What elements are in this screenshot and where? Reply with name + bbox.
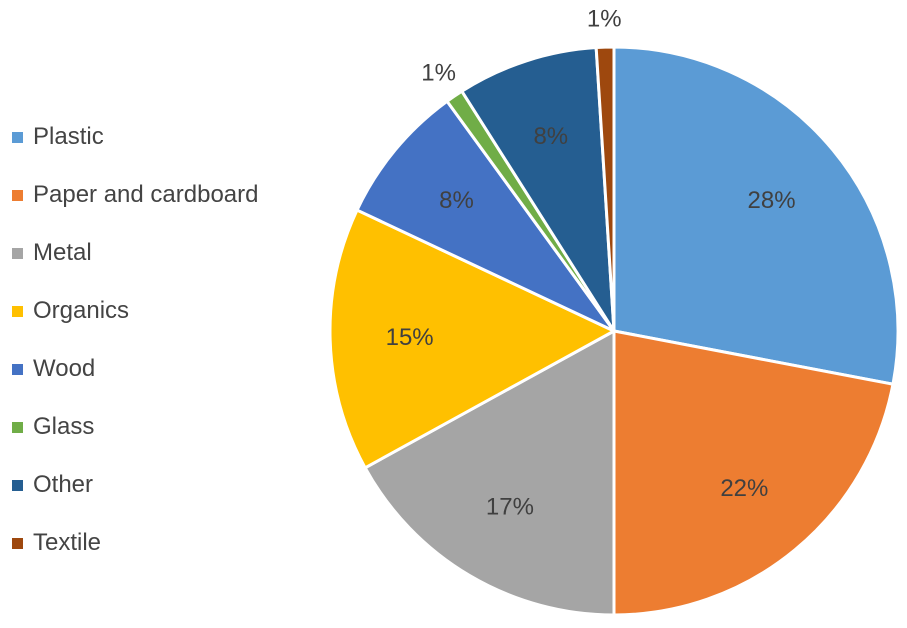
legend-item-textile: Textile <box>12 514 312 572</box>
pie-slice-other <box>459 45 616 332</box>
data-label-organics: 15% <box>386 324 434 351</box>
legend-item-wood: Wood <box>12 340 312 398</box>
pie-slice-wood <box>355 99 616 333</box>
chart-legend: Plastic Paper and cardboard Metal Organics W… <box>12 108 312 572</box>
legend-item-organics: Organics <box>12 282 312 340</box>
legend-label: Organics <box>33 297 130 324</box>
legend-item-metal: Metal <box>12 224 312 282</box>
legend-label: Metal <box>33 239 92 266</box>
legend-swatch <box>12 479 23 491</box>
data-label-wood: 8% <box>439 187 474 214</box>
legend-item-glass: Glass <box>12 398 312 456</box>
legend-swatch <box>12 305 23 317</box>
data-label-paper-and-cardboard: 22% <box>720 475 768 502</box>
legend-label: Paper and cardboard <box>33 181 259 208</box>
legend-item-plastic: Plastic <box>12 108 312 166</box>
legend-swatch <box>12 247 23 259</box>
legend-label: Plastic <box>33 123 104 150</box>
data-label-other: 8% <box>533 123 568 150</box>
pie-slice-metal <box>363 328 616 617</box>
legend-label: Other <box>33 471 94 498</box>
data-label-metal: 17% <box>486 494 534 521</box>
pie-slice-organics <box>328 208 618 470</box>
legend-swatch <box>12 131 23 143</box>
legend-label: Glass <box>33 413 95 440</box>
legend-label: Wood <box>33 355 96 382</box>
data-label-textile: 1% <box>587 6 622 33</box>
data-label-plastic: 28% <box>748 187 796 214</box>
legend-label: Textile <box>33 529 102 556</box>
pie-slice-textile <box>594 45 616 332</box>
pie-slice-paper-and-cardboard <box>612 329 895 617</box>
legend-item-paper-and-cardboard: Paper and cardboard <box>12 166 312 224</box>
pie-data-labels: 28% 22% 17% 15% 8% 1% 8% 1% <box>386 6 796 521</box>
legend-swatch <box>12 537 23 549</box>
legend-swatch <box>12 189 23 201</box>
data-label-glass: 1% <box>421 59 456 86</box>
legend-swatch <box>12 421 23 433</box>
legend-swatch <box>12 363 23 375</box>
legend-item-other: Other <box>12 456 312 514</box>
pie-slice-plastic <box>612 45 900 386</box>
pie-slices <box>328 45 900 617</box>
